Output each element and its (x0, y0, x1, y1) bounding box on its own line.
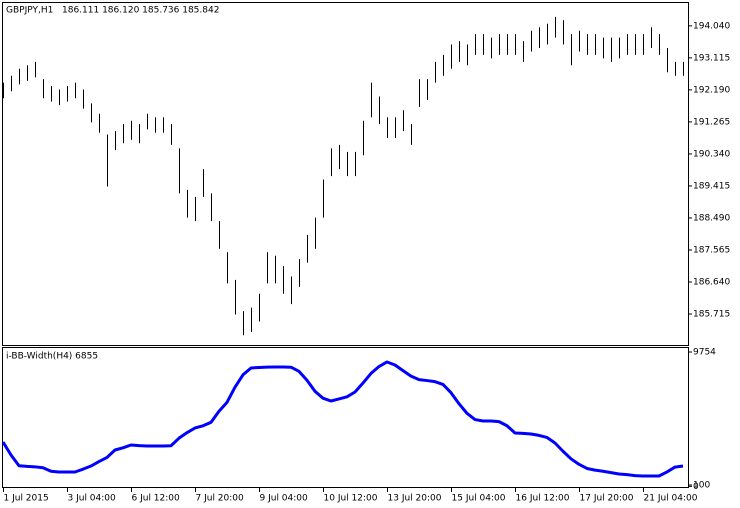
y-tick-label: 186.640 (693, 278, 730, 288)
y-tick-label: 188.490 (693, 213, 730, 223)
quote: 186.111 186.120 185.736 185.842 (62, 6, 219, 16)
x-tick-label: 1 Jul 2015 (4, 494, 49, 504)
y-tick-label: 9754 (693, 347, 716, 357)
x-tick-label: 6 Jul 12:00 (132, 494, 181, 504)
y-tick-label: 0 (693, 482, 699, 492)
y-tick-label: 100 (693, 481, 710, 491)
symbol: GBPJPY,H1 (6, 6, 53, 16)
indicator-line (1, 360, 684, 478)
x-tick-label: 21 Jul 04:00 (644, 494, 698, 504)
y-tick-label: 187.565 (693, 245, 730, 255)
x-tick-label: 17 Jul 20:00 (580, 494, 634, 504)
x-tick-label: 9 Jul 04:00 (260, 494, 309, 504)
y-tick-label: 192.190 (693, 85, 730, 95)
x-tick-label: 7 Jul 20:00 (196, 494, 245, 504)
y-tick-label: 194.040 (693, 21, 730, 31)
x-tick-label: 3 Jul 04:00 (68, 494, 117, 504)
x-tick-label: 10 Jul 12:00 (324, 494, 378, 504)
y-tick-label: 185.715 (693, 310, 730, 320)
indicator-panel (2, 347, 689, 488)
x-tick-label: 16 Jul 12:00 (516, 494, 570, 504)
x-tick-label: 15 Jul 04:00 (452, 494, 506, 504)
x-tick-label: 13 Jul 20:00 (388, 494, 442, 504)
indicator-title: i-BB-Width(H4) 6855 (6, 352, 98, 362)
y-tick-label: 189.415 (693, 181, 730, 191)
price-panel (2, 2, 689, 346)
y-tick-label: 193.115 (693, 53, 730, 63)
y-tick-label: 191.265 (693, 117, 730, 127)
y-tick-label: 190.340 (693, 149, 730, 159)
